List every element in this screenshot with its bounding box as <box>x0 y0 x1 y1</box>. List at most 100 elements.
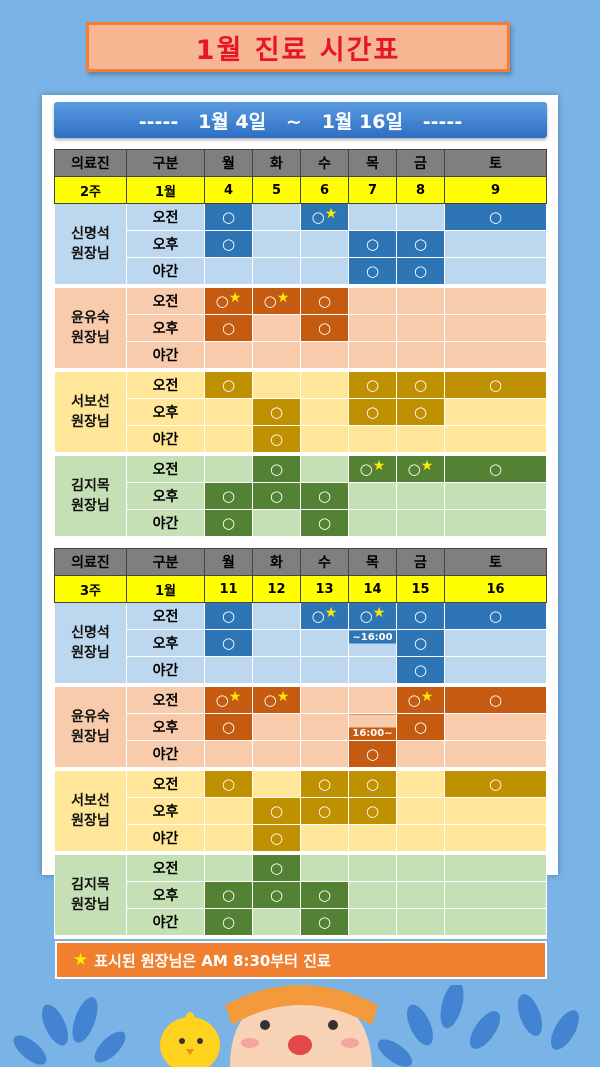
month-label: 1월 <box>126 575 205 603</box>
schedule-table-week-3: 의료진 구분 월 화 수 목 금 토 3주 1월 11 12 13 14 15 16 신명석 원장님 오전 ○ ○★ ○★… <box>54 548 547 939</box>
schedule-cell <box>396 341 445 372</box>
schedule-cell <box>300 398 349 426</box>
schedule-cell: ○ <box>396 713 445 741</box>
schedule-cell <box>444 908 547 939</box>
decorative-illustration <box>13 985 579 1067</box>
open-mark: ○ <box>221 913 236 931</box>
schedule-cell <box>348 341 397 372</box>
open-mark: ○ <box>317 886 332 904</box>
schedule-cell: ○ <box>204 482 253 510</box>
open-mark: ○ <box>365 403 380 421</box>
schedule-cell: ○ <box>300 768 349 798</box>
schedule-cell: ○ <box>252 398 301 426</box>
table-row: 야간 ○ ○ <box>55 257 547 288</box>
schedule-cell: ○ <box>300 908 349 939</box>
schedule-cell: ○ <box>252 482 301 510</box>
star-icon: ★ <box>324 206 338 222</box>
table-row: 김지목 원장님 오전 ○ <box>54 852 547 939</box>
schedule-table-week-2: 의료진 구분 월 화 수 목 금 토 2주 1월 4 5 6 7 8 9 신명석 원장님 오전 ○ ○★ ○ 오후 ○ ○ ○ 야간… <box>54 149 547 540</box>
schedule-cell: ○★ <box>396 453 445 483</box>
schedule-cell: ○ <box>396 369 445 399</box>
schedule-cell <box>204 425 253 456</box>
open-mark: ○ <box>488 208 503 226</box>
schedule-cell <box>444 341 547 372</box>
slot-label: 야간 <box>126 509 205 540</box>
doctor-name-line: 원장님 <box>71 729 110 745</box>
schedule-cell <box>444 740 547 771</box>
header-kind: 구분 <box>126 548 205 576</box>
header-doctor: 의료진 <box>54 548 127 576</box>
table-row: 오후 ○ ○ ○ <box>55 230 547 258</box>
open-mark: ○ <box>221 235 236 253</box>
schedule-cell <box>300 824 349 855</box>
open-mark: ○ <box>413 376 428 394</box>
schedule-cell <box>204 656 253 687</box>
schedule-cell <box>300 341 349 372</box>
open-mark: ○ <box>317 514 332 532</box>
header-day: 화 <box>252 149 301 177</box>
schedule-cell <box>300 684 349 714</box>
schedule-cell <box>204 852 253 882</box>
open-mark: ○ <box>221 487 236 505</box>
table-row: 야간 ○ ○ <box>55 509 547 540</box>
schedule-cell <box>204 824 253 855</box>
schedule-cell <box>396 797 445 825</box>
schedule-cell: 16:00~ <box>348 713 397 741</box>
open-mark: ○ <box>317 292 332 310</box>
schedule-cell: ○ <box>252 852 301 882</box>
header-day: 화 <box>252 548 301 576</box>
slot-label: 오후 <box>126 629 205 657</box>
doctor-name: 신명석 원장님 <box>54 203 127 288</box>
schedule-cell: ○ <box>252 797 301 825</box>
doctor-name-line: 신명석 <box>71 625 110 641</box>
schedule-cell <box>444 285 547 315</box>
schedule-cell: ○ <box>444 369 547 399</box>
schedule-cell: ○ <box>300 509 349 540</box>
schedule-cell: ○ <box>204 629 253 657</box>
open-mark: ○ <box>413 661 428 679</box>
doctor-name-line: 윤유숙 <box>71 709 110 725</box>
page-title: 1월 진료 시간표 <box>195 34 401 66</box>
open-mark: ○ <box>215 691 229 709</box>
table-row: 윤유숙 원장님 오전 ○★ ○★ ○ <box>54 285 547 372</box>
doctor-name-line: 서보선 <box>71 394 110 410</box>
slot-label: 오전 <box>126 768 205 798</box>
table-row: 야간 ○ ○ <box>55 908 547 939</box>
schedule-cell: ○ <box>204 881 253 909</box>
date-cell: 11 <box>204 575 253 603</box>
schedule-cell <box>348 881 397 909</box>
date-cell: 14 <box>348 575 397 603</box>
star-icon: ★ <box>372 458 386 474</box>
open-mark: ○ <box>311 607 325 625</box>
open-mark: ○ <box>413 403 428 421</box>
slot-label: 오전 <box>126 852 205 882</box>
star-icon: ★ <box>228 290 242 306</box>
schedule-cell: ○ <box>348 398 397 426</box>
doctor-name-line: 원장님 <box>71 645 110 661</box>
open-mark: ○ <box>221 718 236 736</box>
schedule-cell <box>204 341 253 372</box>
date-cell: 15 <box>396 575 445 603</box>
table-row: 오후 ○ ○ ○ <box>55 398 547 426</box>
schedule-cell <box>252 629 301 657</box>
date-range-bar: ----- 1월 4일 ~ 1월 16일 ----- <box>54 102 547 138</box>
open-mark: ○ <box>269 430 284 448</box>
doctor-name: 김지목 원장님 <box>54 852 127 939</box>
schedule-cell: ○ <box>444 684 547 714</box>
table-row: 야간 ○ <box>55 425 547 456</box>
schedule-cell <box>204 740 253 771</box>
table-row: 서보선 원장님 오전 ○ ○ ○ ○ <box>54 369 547 456</box>
star-icon: ★ <box>372 605 386 621</box>
schedule-cell <box>252 656 301 687</box>
schedule-cell <box>444 852 547 882</box>
schedule-cell <box>348 203 397 231</box>
schedule-cell <box>444 881 547 909</box>
table-row: 오후 ○ 16:00~ ○ <box>55 713 547 741</box>
date-cell: 8 <box>396 176 445 204</box>
schedule-cell: ○ <box>204 203 253 231</box>
table-row: 오후 ○ ○ ○ <box>55 482 547 510</box>
schedule-cell <box>348 482 397 510</box>
schedule-cell: ○★ <box>204 285 253 315</box>
schedule-cell: ○ <box>396 398 445 426</box>
header-day: 목 <box>348 548 397 576</box>
